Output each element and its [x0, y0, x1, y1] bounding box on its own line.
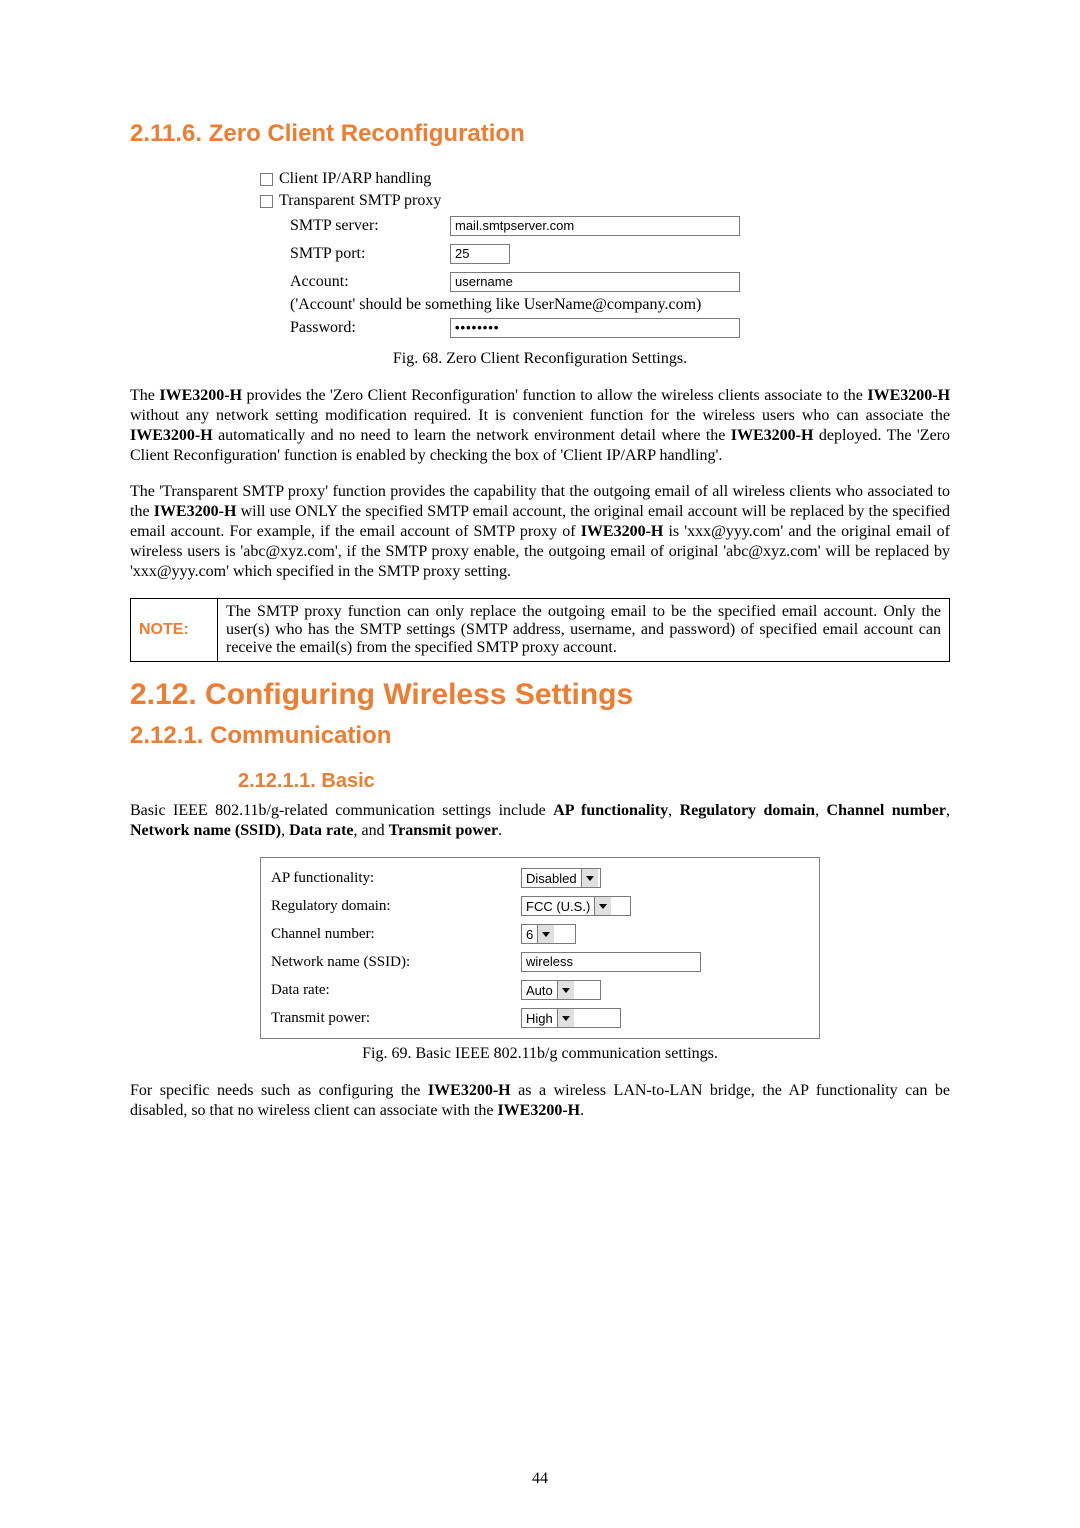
client-iparp-checkbox[interactable] [260, 173, 273, 186]
paragraph-3: For specific needs such as configuring t… [130, 1081, 950, 1121]
transparent-smtp-label: Transparent SMTP proxy [279, 192, 441, 210]
data-rate-select[interactable]: Auto [521, 980, 601, 1000]
smtp-server-input[interactable]: mail.smtpserver.com [450, 216, 740, 236]
page-number: 44 [0, 1470, 1080, 1488]
dropdown-arrow-icon [581, 869, 598, 887]
channel-number-label: Channel number: [271, 926, 521, 943]
channel-number-select[interactable]: 6 [521, 924, 576, 944]
paragraph-2: The 'Transparent SMTP proxy' function pr… [130, 482, 950, 582]
transmit-power-label: Transmit power: [271, 1010, 521, 1027]
paragraph-1: The IWE3200-H provides the 'Zero Client … [130, 386, 950, 466]
note-text: The SMTP proxy function can only replace… [218, 599, 950, 662]
client-iparp-label: Client IP/ARP handling [279, 170, 431, 188]
account-input[interactable]: username [450, 272, 740, 292]
regulatory-domain-select[interactable]: FCC (U.S.) [521, 896, 631, 916]
password-label: Password: [290, 319, 450, 337]
dropdown-arrow-icon [594, 897, 611, 915]
regulatory-domain-label: Regulatory domain: [271, 898, 521, 915]
basic-intro: Basic IEEE 802.11b/g-related communicati… [130, 801, 950, 841]
password-input[interactable]: •••••••• [450, 318, 740, 338]
ssid-label: Network name (SSID): [271, 954, 521, 971]
zero-client-heading: 2.11.6. Zero Client Reconfiguration [130, 120, 950, 148]
smtp-server-label: SMTP server: [290, 217, 450, 235]
fig69-caption: Fig. 69. Basic IEEE 802.11b/g communicat… [130, 1045, 950, 1063]
data-rate-label: Data rate: [271, 982, 521, 999]
smtp-port-input[interactable]: 25 [450, 244, 510, 264]
zero-client-settings-panel: Client IP/ARP handling Transparent SMTP … [260, 168, 820, 342]
wireless-settings-panel: AP functionality: Disabled Regulatory do… [260, 857, 820, 1039]
ap-functionality-select[interactable]: Disabled [521, 868, 601, 888]
dropdown-arrow-icon [557, 981, 574, 999]
communication-heading: 2.12.1. Communication [130, 722, 950, 750]
fig68-caption: Fig. 68. Zero Client Reconfiguration Set… [130, 350, 950, 368]
account-hint: ('Account' should be something like User… [260, 296, 820, 314]
smtp-port-label: SMTP port: [290, 245, 450, 263]
note-label: NOTE: [131, 599, 218, 662]
transmit-power-select[interactable]: High [521, 1008, 621, 1028]
configuring-wireless-heading: 2.12. Configuring Wireless Settings [130, 678, 950, 712]
note-box: NOTE: The SMTP proxy function can only r… [130, 598, 950, 662]
dropdown-arrow-icon [537, 925, 554, 943]
ssid-input[interactable]: wireless [521, 952, 701, 972]
basic-heading: 2.12.1.1. Basic [130, 770, 950, 793]
ap-functionality-label: AP functionality: [271, 870, 521, 887]
account-label: Account: [290, 273, 450, 291]
dropdown-arrow-icon [557, 1009, 574, 1027]
transparent-smtp-checkbox[interactable] [260, 195, 273, 208]
